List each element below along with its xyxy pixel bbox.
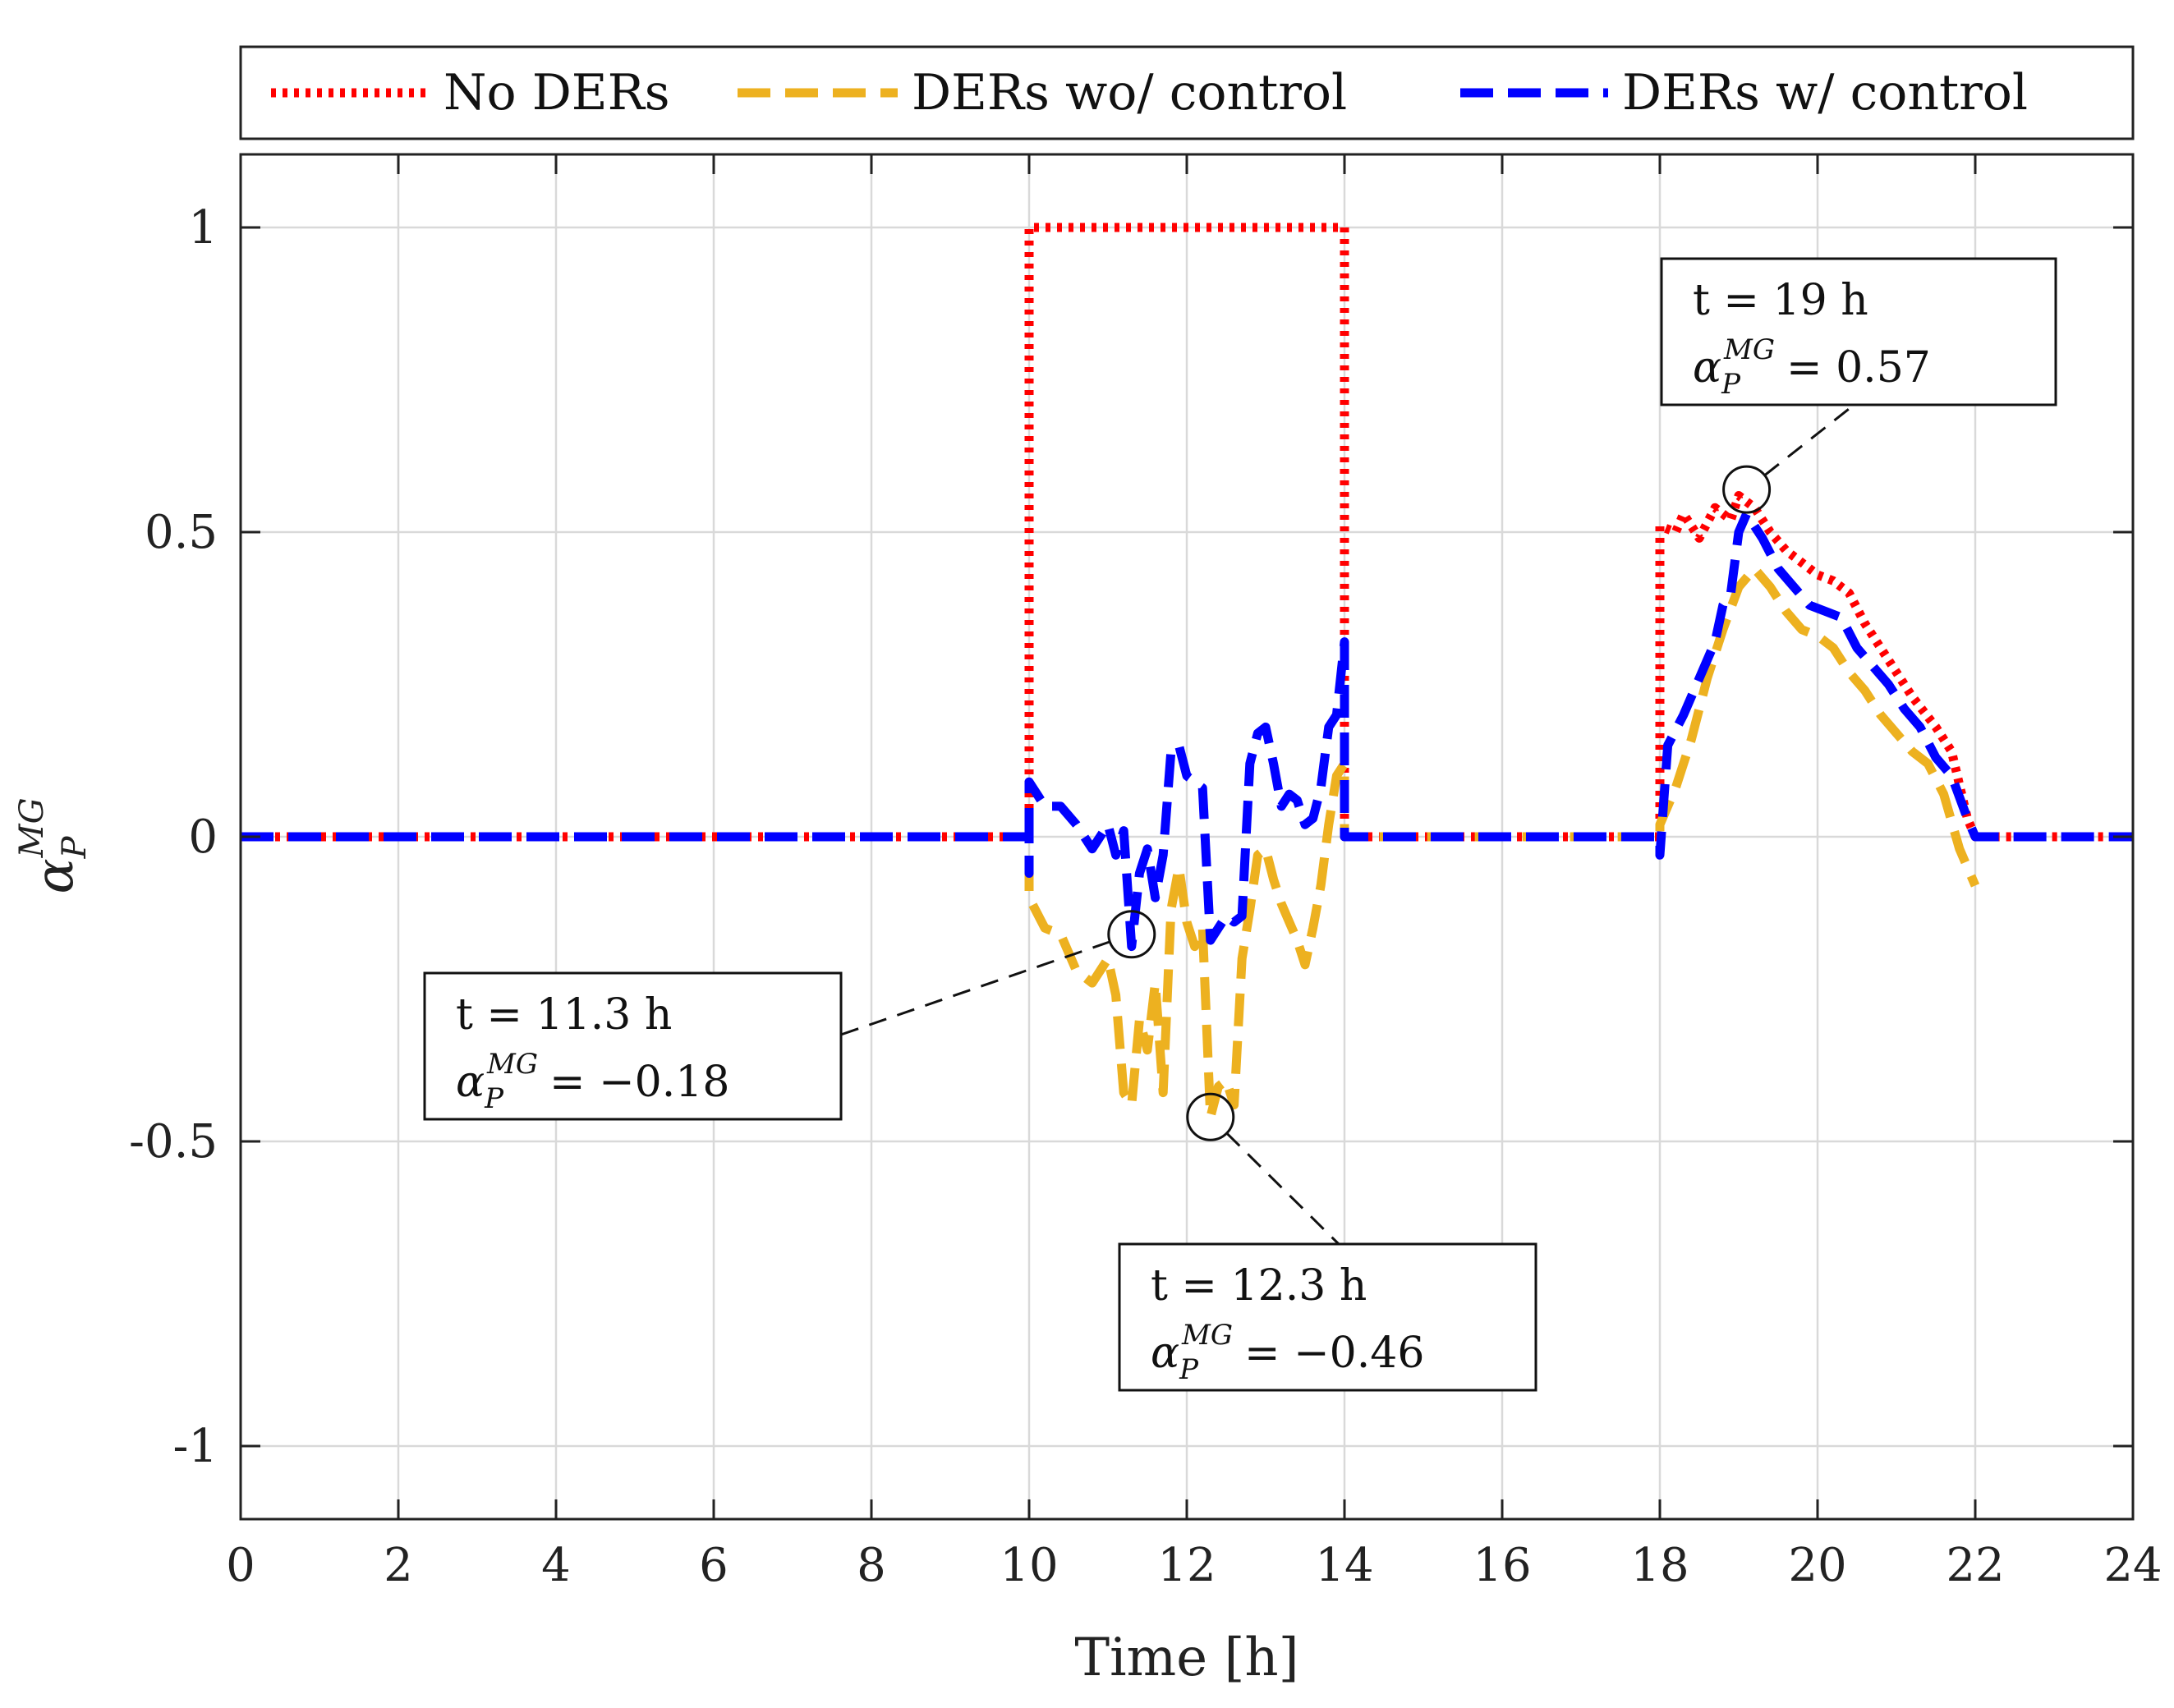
x-tick-label: 14 [1315,1539,1373,1592]
x-tick-label: 16 [1473,1539,1531,1592]
annotation-leader [1225,1132,1340,1246]
series-line-ders-w-control [241,509,2133,952]
series-line-ders-wo-control [241,564,1980,1122]
annotation-marker [1722,465,1772,514]
series-layer [241,223,2133,1122]
tick-layer: 0 2 4 6 8 10 12 14 16 18 20 22 24-1-0.500.51 [129,154,2163,1592]
annotation-box [423,971,843,1121]
annotation-value: αPMG = −0.18 [456,1048,729,1115]
y-tick-label: -1 [172,1420,218,1473]
legend-box [239,45,2135,140]
x-tick-label: 10 [1000,1539,1058,1592]
x-tick-label: 18 [1630,1539,1689,1592]
legend-label-ders-wo-control: DERs wo/ control [912,64,1347,122]
annotation-marker [1186,1092,1235,1141]
x-tick-label: 2 [384,1539,413,1592]
x-tick-label: 20 [1788,1539,1846,1592]
svg-text:αPMG: αPMG [13,797,94,893]
x-axis-title: Time [h] [1074,1628,1298,1688]
legend-label-no-ders: No DERs [444,64,670,122]
annotation-3: t = 12.3 h αPMG = −0.46 [1118,1092,1537,1392]
x-tick-label: 8 [857,1539,886,1592]
x-tick-label: 0 [226,1539,255,1592]
legend-label-ders-w-control: DERs w/ control [1622,64,2028,122]
annotation-marker [1107,910,1156,959]
y-axis-title-sup: MG [13,797,51,858]
y-axis-title: αPMG [13,797,94,893]
x-tick-label: 4 [541,1539,571,1592]
y-tick-label: 0.5 [145,506,218,559]
annotation-value: αPMG = 0.57 [1693,333,1931,401]
annotation-1: t = 19 h αPMG = 0.57 [1660,257,2057,514]
annotation-box [1660,257,2057,406]
legend: No DERs DERs wo/ control DERs w/ control [239,45,2135,140]
annotation-time: t = 19 h [1693,276,1868,325]
annotation-time: t = 11.3 h [456,990,672,1040]
annotation-leader [1763,405,1853,476]
annotation-time: t = 12.3 h [1151,1261,1367,1311]
annotation-2: t = 11.3 h αPMG = −0.18 [423,910,1156,1121]
x-tick-label: 6 [699,1539,728,1592]
y-tick-label: 0 [188,810,218,864]
annotation-box [1118,1242,1537,1392]
annotation-value: αPMG = −0.46 [1151,1319,1424,1386]
x-tick-label: 24 [2103,1539,2162,1592]
y-tick-label: 1 [188,201,218,255]
x-tick-label: 12 [1157,1539,1216,1592]
y-axis-title-alpha: α [25,858,85,893]
y-tick-label: -0.5 [129,1115,218,1169]
annotation-leader [840,940,1110,1036]
x-tick-label: 22 [1946,1539,2004,1592]
y-axis-title-sub: P [56,835,94,859]
